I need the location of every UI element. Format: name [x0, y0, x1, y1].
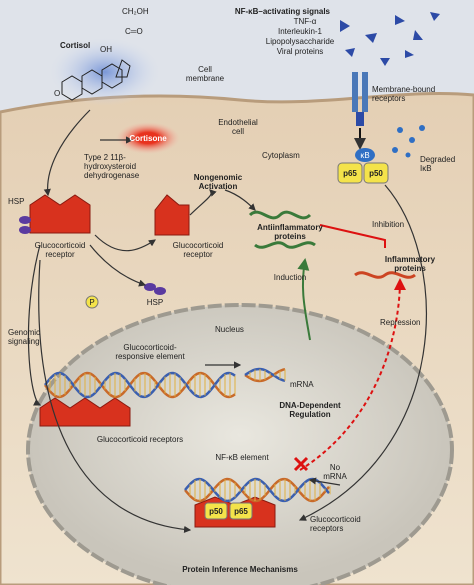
- label: Lipopolysaccharide: [266, 37, 335, 46]
- dna-strand: [244, 367, 286, 383]
- label: Inflammatory: [385, 255, 436, 264]
- label: Activation: [199, 182, 238, 191]
- label: Glucocorticoid: [173, 241, 224, 250]
- label: Glucocorticoid: [35, 241, 86, 250]
- label: OH: [100, 45, 112, 54]
- p65-box: [229, 502, 253, 520]
- p65-box: [337, 162, 363, 184]
- label: Type 2 11β-: [84, 153, 126, 162]
- label: Cortisone: [129, 134, 167, 143]
- label: Nongenomic: [194, 173, 243, 182]
- label: Inhibition: [372, 220, 404, 229]
- label: hydroxysteroid: [84, 162, 136, 171]
- label: DNA-Dependent: [279, 401, 341, 410]
- cortisol-molecule: [61, 59, 131, 101]
- label: signaling: [8, 337, 40, 346]
- ikb: [355, 148, 375, 162]
- label: HSP: [8, 197, 24, 206]
- label: Repression: [380, 318, 420, 327]
- label: proteins: [394, 264, 426, 273]
- label: HSP: [147, 298, 163, 307]
- label: receptor: [45, 250, 75, 259]
- label: p50: [209, 507, 223, 516]
- dna-strand: [244, 367, 286, 383]
- label: Protein Inference Mechanisms: [182, 565, 298, 574]
- label: Viral proteins: [277, 47, 324, 56]
- label: Cortisol: [60, 41, 90, 50]
- label: receptors: [372, 94, 405, 103]
- label: dehydrogenase: [84, 171, 140, 180]
- receptor: [356, 112, 364, 126]
- label: TNF-α: [294, 17, 317, 26]
- label: Glucocorticoid-: [123, 343, 177, 352]
- label: Regulation: [289, 410, 330, 419]
- protein-squiggle: [354, 271, 416, 279]
- label: receptors: [310, 524, 343, 533]
- protein-squiggle: [248, 210, 316, 249]
- signal-triangles: [340, 12, 440, 66]
- label: mRNA: [290, 380, 314, 389]
- label: IκB: [420, 164, 432, 173]
- label: Nucleus: [215, 325, 244, 334]
- label: Genomic: [8, 328, 40, 337]
- phosphate: [85, 295, 99, 309]
- inhibition-line: [319, 224, 386, 248]
- label: C═O: [125, 27, 143, 36]
- repression-arrow: [299, 278, 406, 471]
- block-x: [293, 456, 309, 472]
- label: Cytoplasm: [262, 151, 300, 160]
- induction-arrow: [297, 258, 311, 341]
- label: membrane: [186, 74, 225, 83]
- label: Endothelial: [218, 118, 258, 127]
- label: mRNA: [323, 472, 347, 481]
- label: Interleukin-1: [278, 27, 323, 36]
- label: p65: [234, 507, 248, 516]
- p50-box: [204, 502, 228, 520]
- label: Glucocorticoid: [310, 515, 361, 524]
- label: responsive element: [115, 352, 185, 361]
- label: NF-κB–activating signals: [235, 7, 331, 16]
- label: O: [54, 89, 60, 98]
- label: Induction: [274, 273, 306, 282]
- receptor: [352, 72, 358, 112]
- label: Cell: [198, 65, 212, 74]
- label: p50: [369, 169, 383, 178]
- label: CH₂OH: [122, 7, 149, 16]
- label: Degraded: [420, 155, 455, 164]
- label: Antiinflammatory: [257, 223, 323, 232]
- cortisol-glow: [50, 38, 160, 106]
- label: cell: [232, 127, 244, 136]
- label: Glucocorticoid receptors: [97, 435, 183, 444]
- p50-box: [363, 162, 389, 184]
- label: NF-κB element: [215, 453, 269, 462]
- label: No: [330, 463, 341, 472]
- cortisone-glow: [116, 122, 180, 154]
- hsp: [19, 216, 166, 295]
- receptor: [362, 72, 368, 112]
- label: κB: [360, 151, 369, 160]
- label: P: [89, 298, 94, 307]
- label: proteins: [274, 232, 306, 241]
- label: Membrane-bound: [372, 85, 435, 94]
- arrows: [27, 109, 427, 534]
- label: receptor: [183, 250, 213, 259]
- degraded-dots: [392, 125, 425, 158]
- label: p65: [343, 169, 357, 178]
- dna: [44, 367, 331, 503]
